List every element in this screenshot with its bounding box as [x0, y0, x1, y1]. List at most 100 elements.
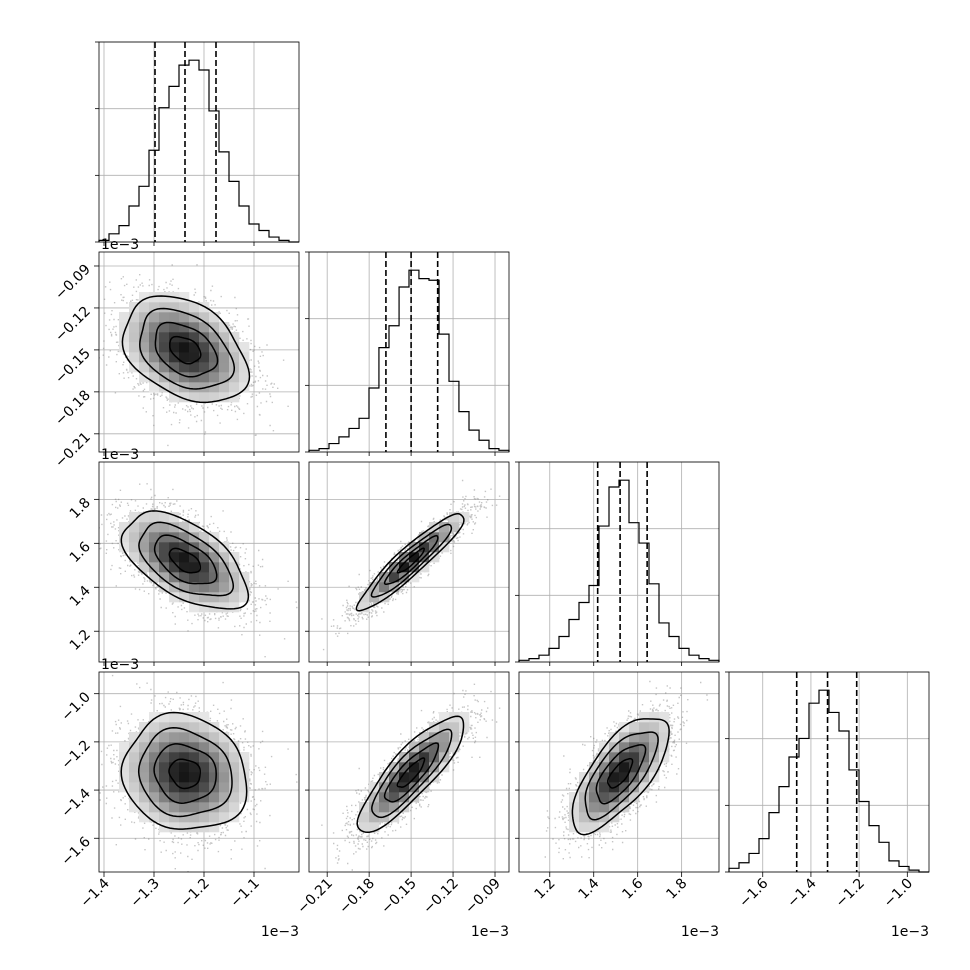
density-cell — [429, 522, 440, 533]
histogram-panel-1 — [305, 251, 510, 453]
density-cell — [199, 582, 210, 593]
density-cell — [229, 602, 240, 613]
density-cell — [399, 752, 410, 763]
density-cell — [139, 362, 150, 373]
density-cell — [639, 742, 650, 753]
density-cell — [119, 762, 130, 773]
density-cell — [399, 772, 410, 783]
density-cell — [169, 822, 180, 833]
density-cell — [139, 372, 150, 383]
density-cell — [389, 782, 400, 793]
density-cell — [579, 812, 590, 823]
density-cell — [169, 542, 180, 553]
density-cell — [179, 392, 190, 403]
density-cell — [389, 582, 400, 593]
density-cell — [149, 362, 160, 373]
x-tick-label: −0.18 — [336, 876, 378, 918]
density-cell — [659, 742, 670, 753]
density-cell — [179, 552, 190, 563]
density-cell — [139, 352, 150, 363]
density-cell — [199, 772, 210, 783]
density-cell — [429, 762, 440, 773]
contour-1 — [595, 744, 647, 805]
contour-3 — [120, 711, 248, 830]
density-cell — [169, 592, 180, 603]
density-cell — [579, 822, 590, 833]
density-cell — [169, 752, 180, 763]
density-cell — [129, 762, 140, 773]
density-cell — [599, 752, 610, 763]
density-cell — [129, 352, 140, 363]
density-cell — [179, 542, 190, 553]
density-cell — [199, 732, 210, 743]
density-cell — [129, 322, 140, 333]
density-cell — [149, 522, 160, 533]
density-cell — [369, 812, 380, 823]
density-cell — [609, 792, 620, 803]
density-cell — [139, 812, 150, 823]
density-cell — [589, 762, 600, 773]
density-cell — [379, 802, 390, 813]
x-tick-label: −0.09 — [462, 876, 504, 918]
density-cell — [159, 382, 170, 393]
density-cell — [429, 732, 440, 743]
contour-2 — [137, 727, 233, 818]
density-cell — [209, 732, 220, 743]
density-cell — [439, 742, 450, 753]
density-cell — [169, 562, 180, 573]
density-cell — [169, 742, 180, 753]
density-cell — [169, 762, 180, 773]
density-cell — [159, 752, 170, 763]
density-cell — [639, 722, 650, 733]
density-cell — [189, 802, 200, 813]
density-cell — [649, 762, 660, 773]
histogram-panel-2 — [515, 461, 720, 663]
density-cell — [219, 762, 230, 773]
density-cell — [179, 362, 190, 373]
density-cell — [199, 312, 210, 323]
density-cell — [219, 742, 230, 753]
histogram-step-1 — [308, 269, 510, 452]
density-cell — [629, 722, 640, 733]
density-cell — [179, 302, 190, 313]
contour-0 — [168, 547, 202, 574]
density-cell — [419, 542, 430, 553]
density-cell — [159, 712, 170, 723]
density-cell — [139, 332, 150, 343]
density-cell — [639, 732, 650, 743]
density-cell — [619, 792, 630, 803]
density-frame-1-3 — [308, 671, 510, 873]
density-cell — [149, 562, 160, 573]
density-cell — [199, 382, 210, 393]
density-panel-1-2 — [309, 462, 509, 662]
density-cell — [599, 772, 610, 783]
density-cell — [439, 532, 450, 543]
y-tick-label: −0.09 — [52, 262, 94, 304]
density-cell — [159, 332, 170, 343]
density-cell — [149, 512, 160, 523]
density-cell — [189, 742, 200, 753]
density-cell — [219, 782, 230, 793]
y-tick-label: −1.0 — [58, 689, 93, 724]
x-offset-label: 1e−3 — [471, 924, 509, 940]
x-tick-label: −1.2 — [833, 876, 868, 911]
density-panel-2-3 — [519, 672, 719, 872]
x-tick-label: −1.2 — [177, 876, 212, 911]
contour-1 — [154, 321, 219, 378]
density-cell — [199, 392, 210, 403]
x-tick-label: 1.4 — [575, 875, 602, 902]
density-cell — [189, 352, 200, 363]
density-cell — [169, 362, 180, 373]
density-cell — [239, 582, 250, 593]
density-cell — [139, 342, 150, 353]
density-cell — [129, 782, 140, 793]
density-cell — [409, 752, 420, 763]
density-cell — [179, 292, 190, 303]
density-cell — [629, 792, 640, 803]
density-cell — [199, 532, 210, 543]
density-cell — [589, 782, 600, 793]
histogram-panel-3 — [725, 671, 929, 873]
density-cell — [449, 732, 460, 743]
density-cell — [189, 322, 200, 333]
density-cell — [159, 312, 170, 323]
